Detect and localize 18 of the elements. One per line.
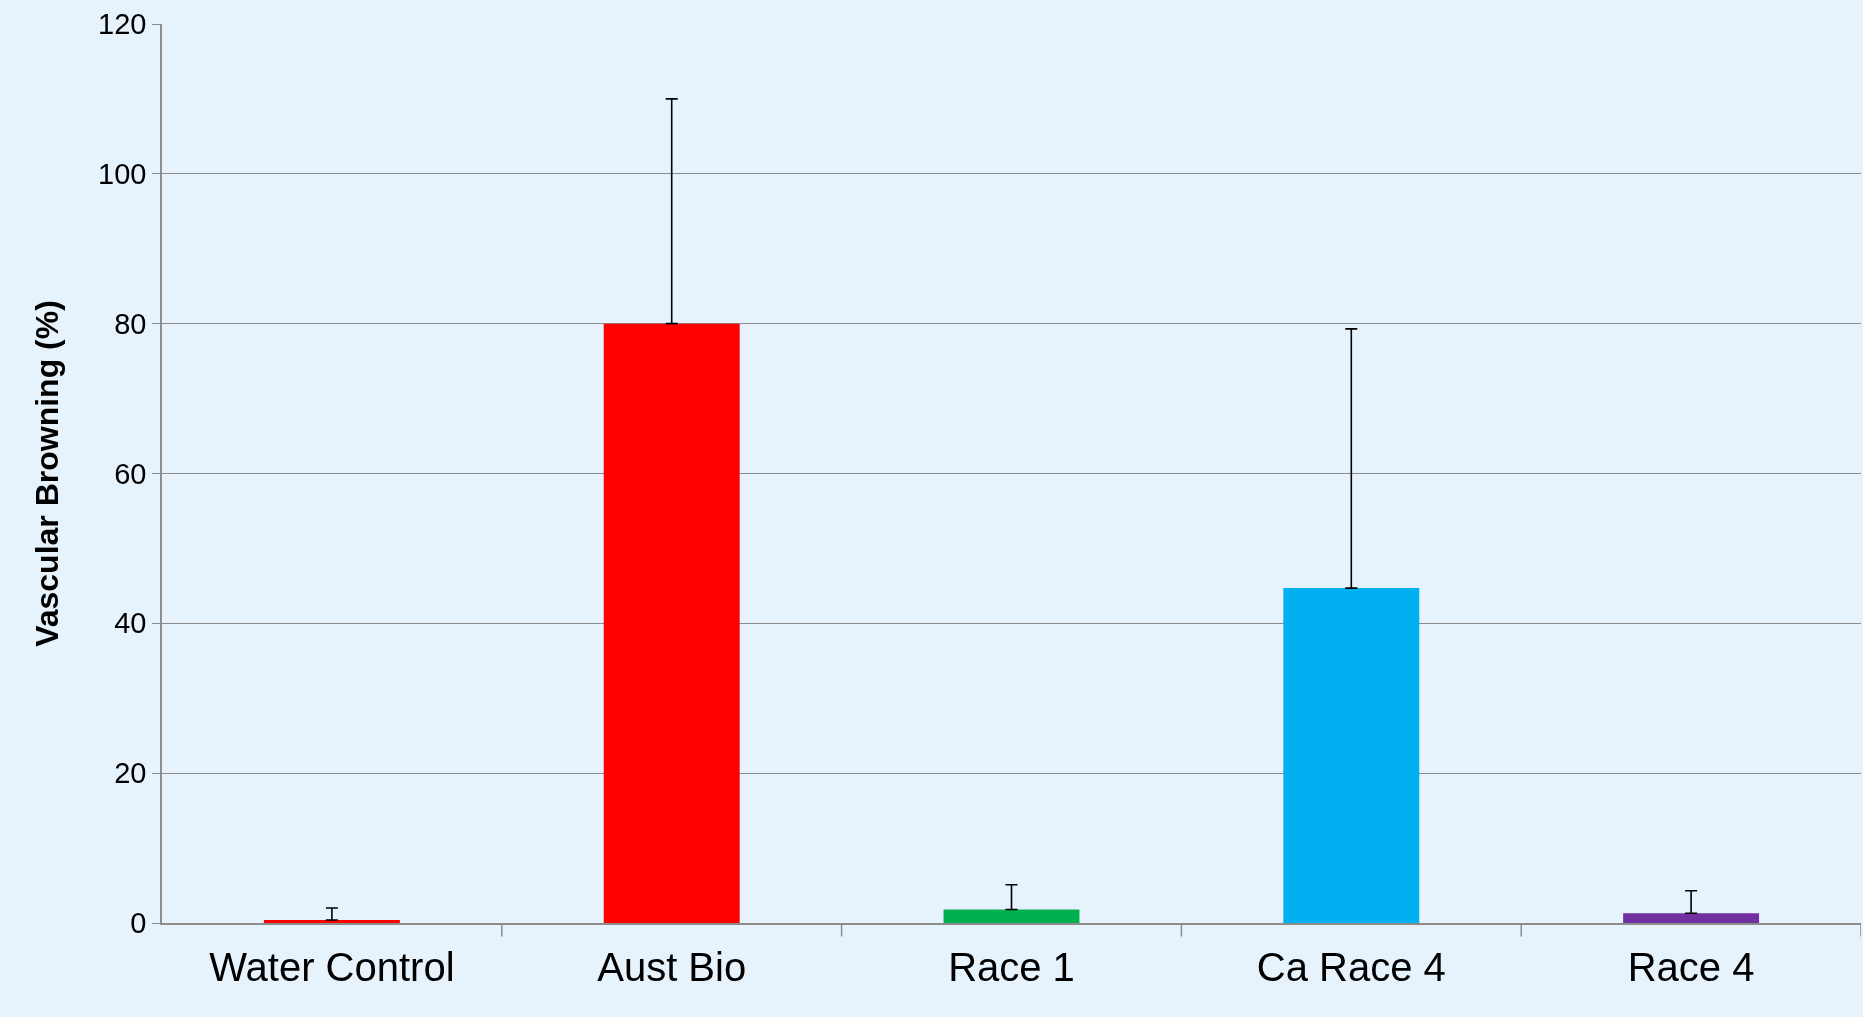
bar	[943, 909, 1080, 923]
x-tick-label: Race 4	[1627, 944, 1755, 989]
x-tick-label: Ca Race 4	[1256, 944, 1446, 989]
y-tick-label: 40	[114, 607, 147, 640]
bar	[1623, 913, 1760, 923]
y-tick-label: 120	[98, 8, 147, 41]
y-tick-label: 0	[130, 907, 147, 940]
y-axis-title: Vascular Browning (%)	[28, 300, 65, 647]
x-tick-label: Aust Bio	[597, 944, 747, 989]
x-tick-label: Water Control	[209, 944, 455, 989]
y-tick-label: 20	[114, 757, 147, 790]
y-tick-label: 60	[114, 457, 147, 490]
x-tick-label: Race 1	[948, 944, 1075, 989]
y-tick-label: 100	[98, 157, 147, 190]
bar	[263, 920, 400, 923]
y-tick-label: 80	[114, 307, 147, 340]
bar	[603, 323, 740, 923]
bar	[1283, 588, 1420, 923]
